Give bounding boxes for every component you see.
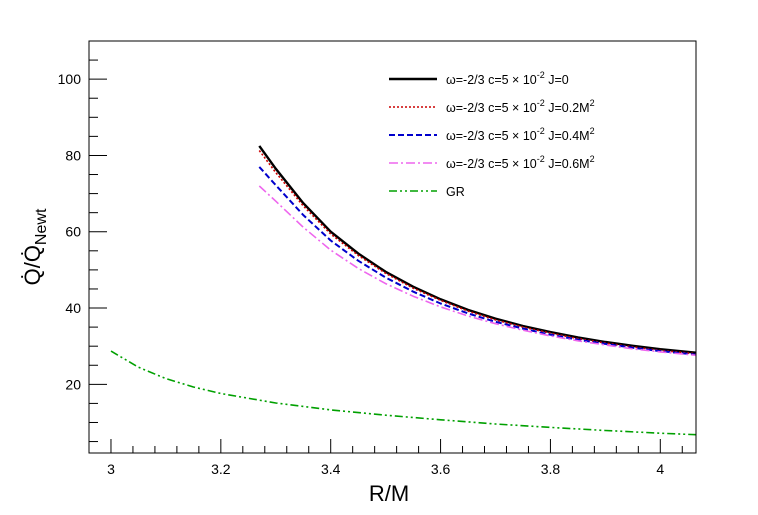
y-axis-title: Q̇/Q̇Newt — [20, 208, 50, 285]
y-axis: 20 40 60 80 100 — [58, 40, 107, 443]
y-axis-title-main: Q̇/Q̇ — [20, 245, 45, 285]
series-line-4 — [110, 350, 697, 436]
x-tick-label: 3.2 — [211, 461, 231, 477]
legend-label-4: GR — [446, 185, 465, 199]
plot-lines — [110, 145, 697, 436]
x-tick-label: 3 — [107, 461, 115, 477]
plot-frame — [88, 40, 697, 454]
x-axis-title: R/M — [369, 481, 409, 506]
series-line-3 — [258, 185, 697, 357]
legend-label-2: ω=-2/3 c=5 × 10-2 J=0.4M2 — [446, 126, 595, 143]
x-tick-label: 3.4 — [321, 461, 341, 477]
x-tick-label: 3.6 — [431, 461, 451, 477]
x-axis: 3 3.2 3.4 3.6 3.8 4 — [88, 439, 683, 477]
y-tick-label: 60 — [65, 224, 81, 240]
legend: ω=-2/3 c=5 × 10-2 J=0 ω=-2/3 c=5 × 10-2 J… — [389, 70, 595, 199]
y-tick-label: 40 — [65, 300, 81, 316]
series-line-0 — [258, 145, 697, 354]
legend-label-1: ω=-2/3 c=5 × 10-2 J=0.2M2 — [446, 98, 595, 115]
series-line-1 — [258, 150, 697, 355]
legend-label-3: ω=-2/3 c=5 × 10-2 J=0.6M2 — [446, 154, 595, 171]
x-tick-label: 4 — [656, 461, 664, 477]
x-tick-label: 3.8 — [541, 461, 561, 477]
series-line-2 — [258, 166, 697, 356]
y-axis-title-subscript: Newt — [33, 208, 50, 245]
y-tick-label: 20 — [65, 376, 81, 392]
y-tick-label: 100 — [58, 71, 82, 87]
legend-label-0: ω=-2/3 c=5 × 10-2 J=0 — [446, 70, 569, 87]
y-tick-label: 80 — [65, 147, 81, 163]
